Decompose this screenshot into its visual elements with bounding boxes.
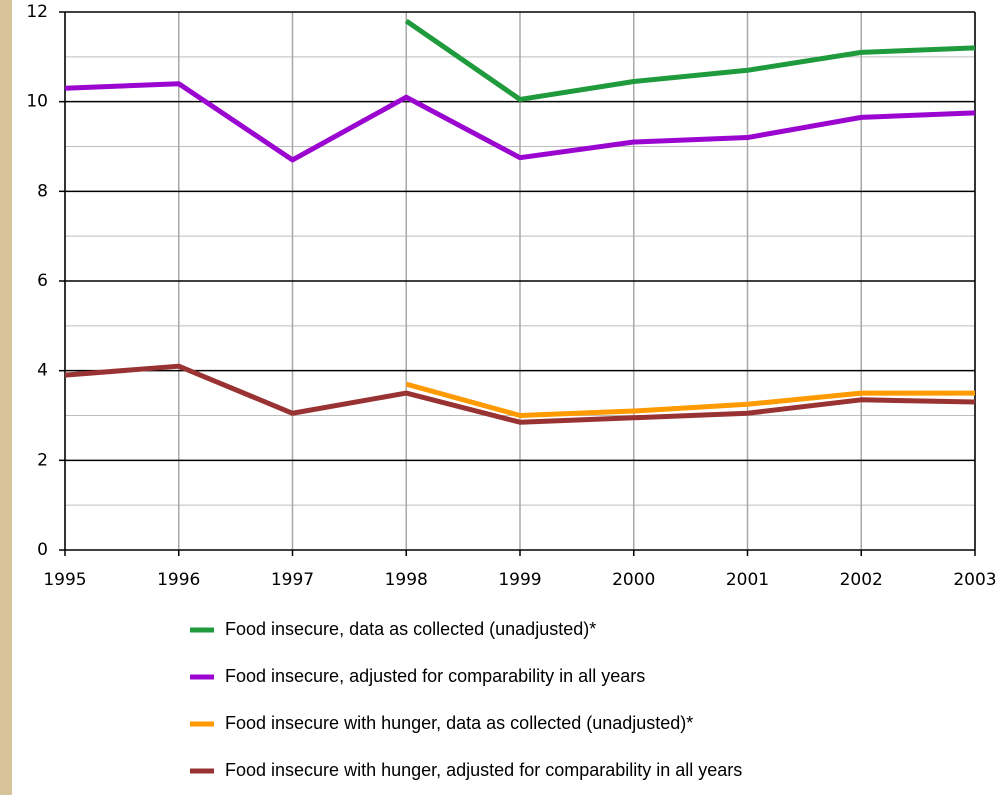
series-line: [64, 363, 976, 425]
y-tick-label: 6: [37, 271, 48, 291]
x-tick-label: 1998: [385, 570, 428, 590]
x-tick-label: 2003: [953, 570, 996, 590]
y-tick-label: 0: [37, 540, 48, 560]
legend-label: Food insecure, data as collected (unadju…: [225, 619, 596, 639]
x-tick-label: 2000: [612, 570, 655, 590]
x-tick-label: 1995: [43, 570, 86, 590]
y-tick-label: 2: [37, 450, 48, 470]
x-tick-label: 1997: [271, 570, 314, 590]
y-tick-label: 10: [26, 92, 48, 112]
series-line: [64, 81, 976, 163]
series-line: [404, 18, 976, 102]
x-tick-label: 2002: [840, 570, 883, 590]
legend-label: Food insecure with hunger, adjusted for …: [225, 760, 742, 780]
legend-label: Food insecure with hunger, data as colle…: [225, 713, 693, 733]
x-tick-label: 1996: [157, 570, 200, 590]
y-tick-label: 8: [37, 181, 48, 201]
series-line: [405, 381, 975, 418]
legend-label: Food insecure, adjusted for comparabilit…: [225, 666, 645, 686]
y-tick-label: 12: [26, 2, 48, 22]
y-tick-label: 4: [37, 361, 48, 381]
x-tick-label: 2001: [726, 570, 769, 590]
x-tick-label: 1999: [498, 570, 541, 590]
